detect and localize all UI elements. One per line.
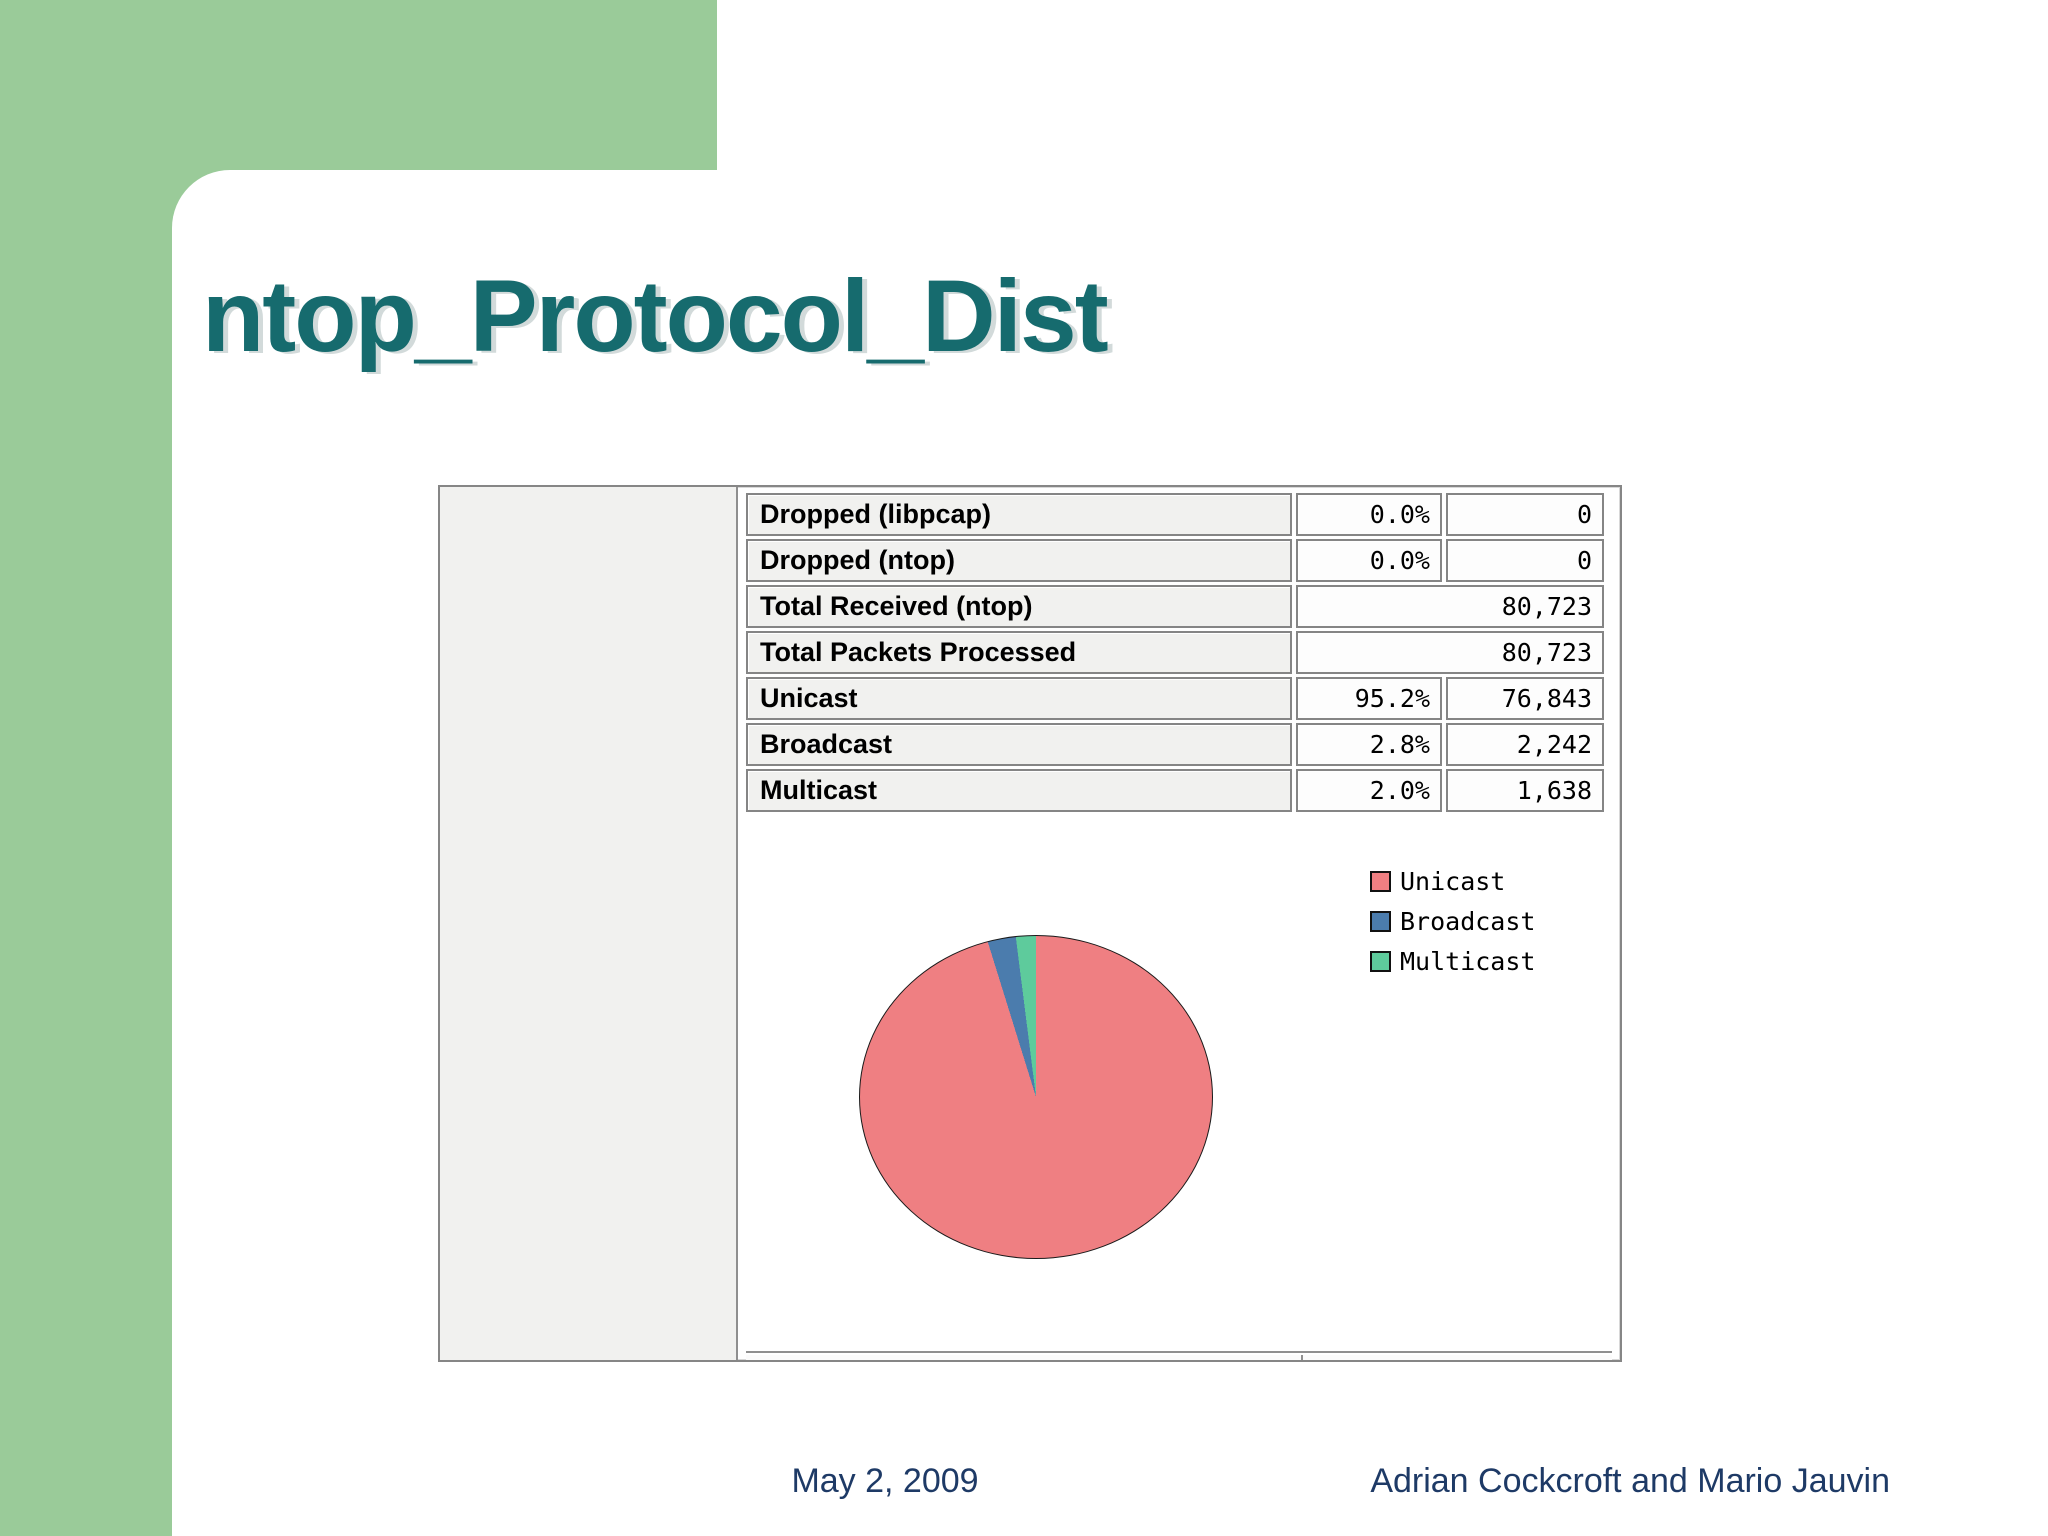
- row-percent-cell: 2.0%: [1296, 769, 1442, 812]
- row-value-cell: 2,242: [1446, 723, 1604, 766]
- row-label-cell: Broadcast: [746, 723, 1292, 766]
- legend-swatch-icon: [1370, 871, 1391, 892]
- pie-chart-area: Unicast Broadcast Multicast: [746, 815, 1612, 1353]
- row-value-cell: 0: [1446, 493, 1604, 536]
- protocol-pie-chart: [859, 935, 1213, 1259]
- footer-date: May 2, 2009: [791, 1462, 979, 1500]
- row-value-cell: 1,638: [1446, 769, 1604, 812]
- row-label-cell: Total Packets Processed: [746, 631, 1292, 674]
- legend-item: Unicast: [1370, 868, 1535, 895]
- row-label-cell: Multicast: [746, 769, 1292, 812]
- table-row: Broadcast 2.8% 2,242: [746, 723, 1612, 766]
- footer-authors: Adrian Cockcroft and Mario Jauvin: [1370, 1462, 1890, 1500]
- row-percent-cell: 2.8%: [1296, 723, 1442, 766]
- table-row: Unicast 95.2% 76,843: [746, 677, 1612, 720]
- table-row: Multicast 2.0% 1,638: [746, 769, 1612, 812]
- row-percent-cell: 95.2%: [1296, 677, 1442, 720]
- table-row: Total Packets Processed 80,723: [746, 631, 1612, 674]
- page-title: ntop_Protocol_Dist: [202, 259, 1109, 373]
- table-row: Dropped (libpcap) 0.0% 0: [746, 493, 1612, 536]
- legend-item: Multicast: [1370, 948, 1535, 975]
- background-accent-left: [0, 0, 172, 1536]
- legend-label: Unicast: [1400, 867, 1506, 896]
- row-value-cell: 76,843: [1446, 677, 1604, 720]
- row-label-cell: Total Received (ntop): [746, 585, 1292, 628]
- ntop-left-sidebar: [440, 487, 738, 1360]
- row-percent-cell: 0.0%: [1296, 493, 1442, 536]
- row-value-cell: 0: [1446, 539, 1604, 582]
- row-percent-cell: 0.0%: [1296, 539, 1442, 582]
- truncated-row-divider: [1301, 1355, 1303, 1360]
- legend-item: Broadcast: [1370, 908, 1535, 935]
- row-value-cell: 80,723: [1296, 585, 1604, 628]
- protocol-stats-table: Dropped (libpcap) 0.0% 0 Dropped (ntop) 0.0%…: [746, 493, 1612, 815]
- pie-legend: Unicast Broadcast Multicast: [1370, 868, 1535, 988]
- row-label-cell: Dropped (libpcap): [746, 493, 1292, 536]
- legend-label: Broadcast: [1400, 907, 1536, 936]
- table-row: Total Received (ntop) 80,723: [746, 585, 1612, 628]
- ntop-window-panel: Dropped (libpcap) 0.0% 0 Dropped (ntop) 0.0%…: [438, 485, 1622, 1362]
- legend-swatch-icon: [1370, 911, 1391, 932]
- truncated-next-row: [746, 1355, 1612, 1360]
- legend-label: Multicast: [1400, 947, 1536, 976]
- row-label-cell: Dropped (ntop): [746, 539, 1292, 582]
- row-value-cell: 80,723: [1296, 631, 1604, 674]
- legend-swatch-icon: [1370, 951, 1391, 972]
- row-label-cell: Unicast: [746, 677, 1292, 720]
- table-row: Dropped (ntop) 0.0% 0: [746, 539, 1612, 582]
